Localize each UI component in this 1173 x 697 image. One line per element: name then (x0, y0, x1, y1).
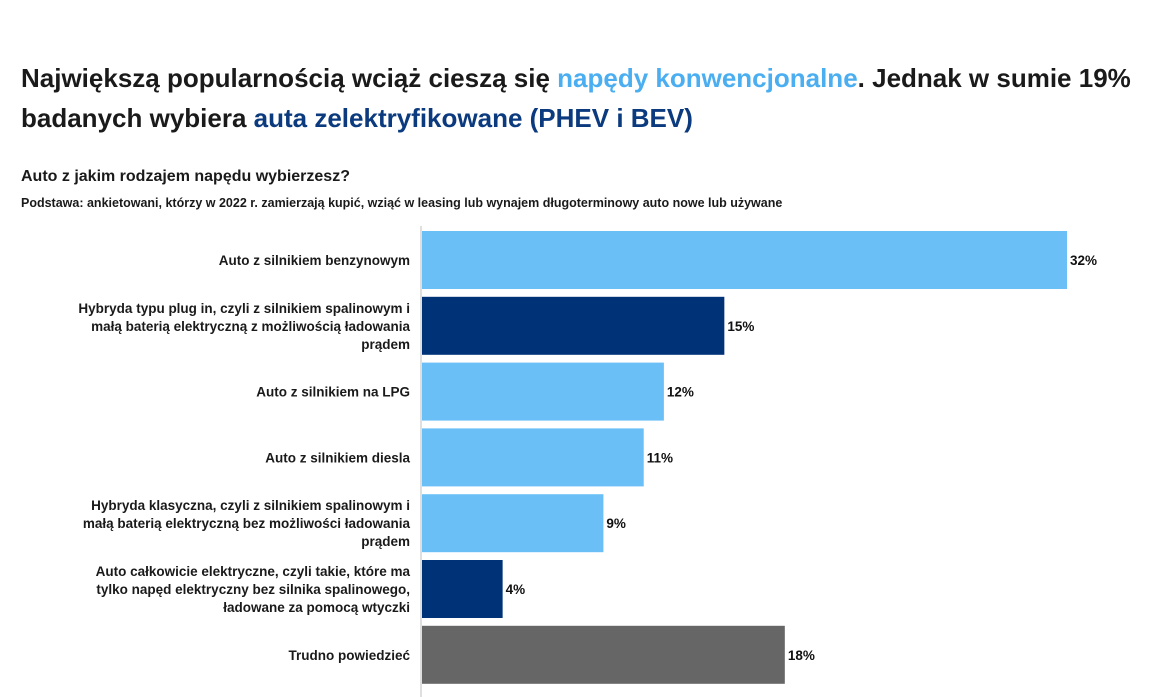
category-label: prądem (361, 534, 410, 549)
headline-highlight-electrified: auta zelektryfikowane (PHEV i BEV) (253, 103, 693, 133)
category-label: prądem (361, 337, 410, 352)
value-label: 12% (667, 385, 694, 400)
category-label: Trudno powiedzieć (288, 648, 410, 663)
category-label: Hybryda typu plug in, czyli z silnikiem … (78, 301, 410, 316)
bar (422, 231, 1067, 289)
category-label: Hybryda klasyczna, czyli z silnikiem spa… (91, 498, 410, 513)
value-label: 11% (647, 450, 673, 465)
headline-text-1: Największą popularnością wciąż cieszą si… (21, 63, 558, 93)
category-label: Auto z silnikiem diesla (265, 450, 410, 465)
chart-question: Auto z jakim rodzajem napędu wybierzesz? (21, 168, 350, 185)
base-note: Podstawa: ankietowani, którzy w 2022 r. … (21, 196, 783, 210)
category-label: małą baterią elektryczną bez możliwości … (83, 516, 411, 531)
category-label: Auto z silnikiem benzynowym (219, 253, 410, 268)
category-label: ładowane za pomocą wtyczki (223, 600, 410, 615)
value-label: 4% (506, 582, 526, 597)
headline-highlight-conventional: napędy konwencjonalne (557, 63, 858, 93)
value-label: 18% (788, 648, 815, 663)
category-label: małą baterią elektryczną z możliwością ł… (91, 319, 410, 334)
bar (422, 625, 785, 684)
headline: Największą popularnością wciąż cieszą si… (21, 58, 1141, 138)
bar (422, 494, 604, 553)
headline-text-2: . Jednak w sumie 19% badanych wybiera (21, 63, 1131, 133)
bar (422, 560, 503, 618)
bar (422, 428, 644, 487)
category-label: Auto z silnikiem na LPG (256, 385, 410, 400)
category-label: Auto całkowicie elektryczne, czyli takie… (96, 564, 411, 579)
value-label: 15% (727, 319, 754, 334)
value-label: 9% (606, 516, 626, 531)
value-label: 32% (1070, 253, 1097, 268)
bar (422, 296, 725, 355)
category-label: tylko napęd elektryczny bez silnika spal… (96, 582, 410, 597)
bar (422, 362, 664, 421)
